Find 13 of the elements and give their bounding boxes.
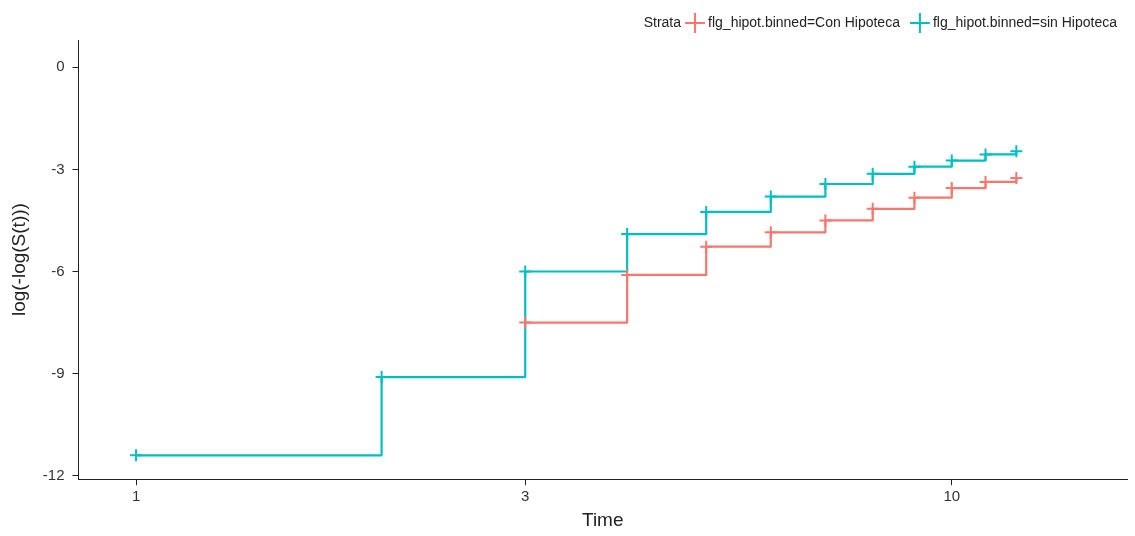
x-tick-label: 1 <box>131 487 141 505</box>
y-tick-label: 0 <box>56 57 65 75</box>
y-axis-title: log(-log(S(t))) <box>7 203 29 317</box>
y-tick-label: -9 <box>51 363 65 381</box>
legend-label: flg_hipot.binned=sin Hipoteca <box>932 13 1118 30</box>
y-tick-label: -3 <box>51 159 65 177</box>
y-tick-label: -6 <box>51 261 65 279</box>
x-tick-label: 3 <box>521 487 530 505</box>
x-tick-label: 10 <box>943 487 961 505</box>
legend-label: flg_hipot.binned=Con Hipoteca <box>708 13 901 30</box>
x-axis-title: Time <box>581 508 624 530</box>
y-tick-label: -12 <box>42 465 65 483</box>
legend-title: Strata <box>643 13 682 30</box>
